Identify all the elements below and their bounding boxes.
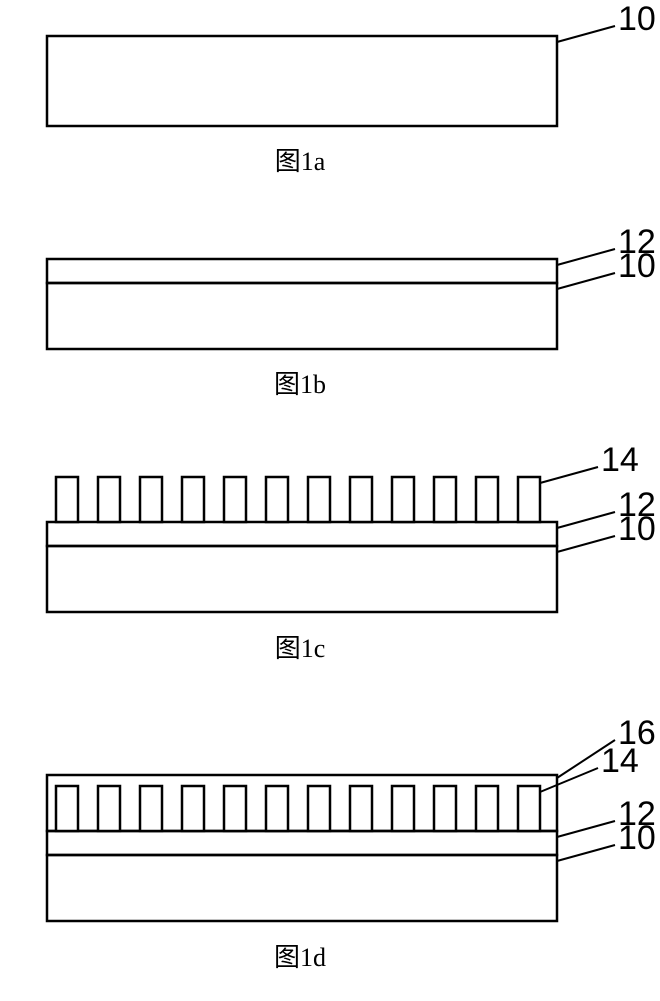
- pillar-1: [98, 477, 120, 522]
- pillar-2: [140, 477, 162, 522]
- layer-10: [47, 36, 557, 126]
- layer-10: [47, 855, 557, 921]
- panel-a: 10 图1a: [47, 0, 656, 176]
- layer-10-label: 10: [618, 247, 656, 285]
- layer-14-pillars-label: 14: [601, 441, 639, 479]
- layer-10-lead: [557, 536, 615, 552]
- panel-c: 141210图1c: [47, 441, 656, 663]
- caption-b: 图1b: [274, 370, 326, 399]
- layer-10-lead: [557, 273, 615, 289]
- layer-12-lead: [557, 249, 615, 265]
- layer-10: [47, 283, 557, 349]
- layer-14-pillars-label: 14: [601, 742, 639, 780]
- pillar-10: [476, 477, 498, 522]
- caption-c: 图1c: [275, 634, 326, 663]
- pillar-11: [518, 786, 540, 831]
- layer-14-pillars-lead: [540, 768, 598, 792]
- pillar-11: [518, 477, 540, 522]
- pillar-9: [434, 477, 456, 522]
- layer-12-lead: [557, 821, 615, 837]
- layer-10-label: 10: [618, 0, 656, 38]
- layer-10-label: 10: [618, 510, 656, 548]
- pillar-6: [308, 786, 330, 831]
- pillar-3: [182, 477, 204, 522]
- pillar-2: [140, 786, 162, 831]
- pillar-7: [350, 477, 372, 522]
- caption-d: 图1d: [274, 943, 326, 972]
- pillar-9: [434, 786, 456, 831]
- pillar-7: [350, 786, 372, 831]
- pillar-5: [266, 786, 288, 831]
- pillar-5: [266, 477, 288, 522]
- pillar-1: [98, 786, 120, 831]
- layer-10-lead: [557, 845, 615, 861]
- caption-a: 图1a: [275, 147, 326, 176]
- panel-d: 16141210图1d: [47, 714, 656, 972]
- pillar-10: [476, 786, 498, 831]
- layer-14-pillars: [56, 786, 540, 831]
- layer-12: [47, 259, 557, 283]
- layer-12: [47, 831, 557, 855]
- layer-14-pillars: [56, 477, 540, 522]
- figure-set: 10图1a1210图1b141210图1c16141210图1d: [0, 0, 660, 1001]
- pillar-8: [392, 477, 414, 522]
- pillar-3: [182, 786, 204, 831]
- pillar-0: [56, 477, 78, 522]
- layer-12-lead: [557, 512, 615, 528]
- pillar-4: [224, 786, 246, 831]
- layer-10-label: 10: [618, 819, 656, 857]
- pillar-6: [308, 477, 330, 522]
- pillar-4: [224, 477, 246, 522]
- layer-14-pillars-lead: [540, 467, 598, 483]
- pillar-8: [392, 786, 414, 831]
- panel-b: 1210图1b: [47, 223, 656, 399]
- layer-10-lead: [557, 26, 615, 42]
- pillar-0: [56, 786, 78, 831]
- layer-10: [47, 546, 557, 612]
- layer-12: [47, 522, 557, 546]
